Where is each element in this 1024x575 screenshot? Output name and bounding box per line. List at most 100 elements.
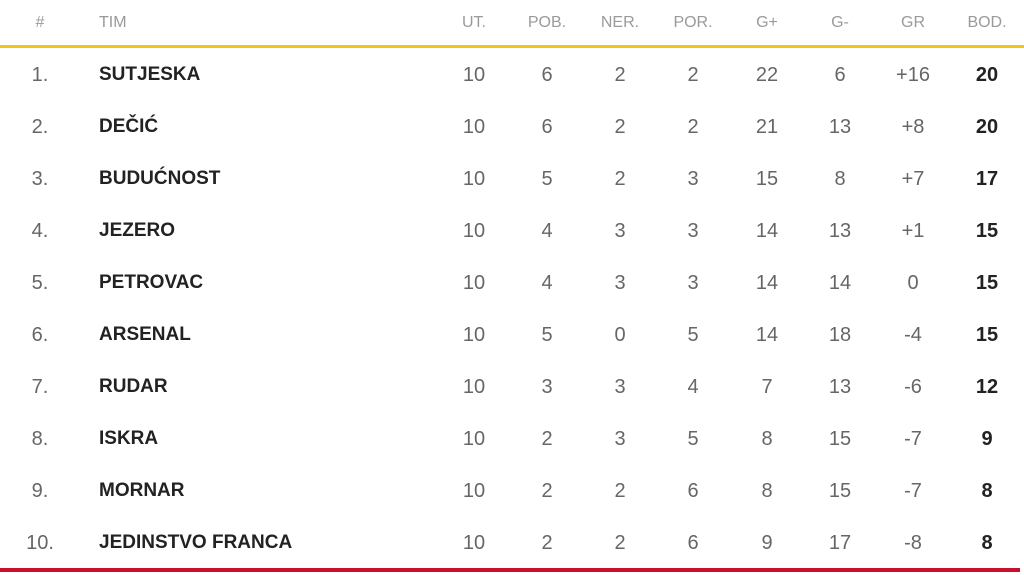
cell-points: 9 bbox=[981, 427, 993, 450]
table-row: 10. 10 2 2 6 9 17 -8 8 JEDINSTVO FRANCA bbox=[0, 517, 1024, 569]
cell-played: 10 bbox=[462, 479, 486, 502]
cell-goals-for: 14 bbox=[755, 271, 779, 294]
cell-points: 8 bbox=[981, 479, 993, 502]
cell-drawn: 2 bbox=[614, 479, 626, 502]
header-goal-diff: GR bbox=[901, 13, 925, 31]
cell-drawn: 3 bbox=[614, 375, 626, 398]
header-pos: # bbox=[35, 13, 45, 31]
table-row: 9. 10 2 2 6 8 15 -7 8 MORNAR bbox=[0, 465, 1024, 517]
cell-points: 20 bbox=[975, 63, 999, 86]
cell-goals-for: 7 bbox=[761, 375, 773, 398]
cell-lost: 6 bbox=[687, 531, 699, 554]
cell-lost: 2 bbox=[687, 63, 699, 86]
cell-won: 2 bbox=[541, 479, 553, 502]
cell-won: 5 bbox=[541, 167, 553, 190]
cell-points: 20 bbox=[975, 115, 999, 138]
cell-team[interactable]: BUDUĆNOST bbox=[99, 168, 221, 189]
cell-position: 4. bbox=[31, 219, 49, 242]
cell-goals-for: 8 bbox=[761, 479, 773, 502]
cell-goals-against: 15 bbox=[828, 479, 852, 502]
cell-drawn: 2 bbox=[614, 531, 626, 554]
cell-team[interactable]: JEZERO bbox=[99, 220, 176, 241]
cell-team[interactable]: DEČIĆ bbox=[99, 116, 159, 137]
header-drawn: NER. bbox=[600, 13, 640, 31]
table-row: 7. 10 3 3 4 7 13 -6 12 RUDAR bbox=[0, 361, 1024, 413]
table-row: 4. 10 4 3 3 14 13 +1 15 JEZERO bbox=[0, 205, 1024, 257]
cell-drawn: 3 bbox=[614, 219, 626, 242]
cell-goal-diff: +8 bbox=[901, 115, 925, 138]
cell-won: 6 bbox=[541, 63, 553, 86]
cell-team[interactable]: ISKRA bbox=[99, 428, 159, 449]
cell-goal-diff: -7 bbox=[904, 479, 922, 502]
cell-points: 17 bbox=[975, 167, 999, 190]
cell-won: 6 bbox=[541, 115, 553, 138]
cell-points: 12 bbox=[975, 375, 999, 398]
cell-goal-diff: +16 bbox=[896, 63, 930, 86]
cell-lost: 5 bbox=[687, 427, 699, 450]
cell-goals-against: 13 bbox=[828, 375, 852, 398]
header-goals-for: G+ bbox=[756, 13, 778, 31]
cell-points: 15 bbox=[975, 323, 999, 346]
cell-goal-diff: -6 bbox=[904, 375, 922, 398]
cell-played: 10 bbox=[462, 531, 486, 554]
cell-played: 10 bbox=[462, 115, 486, 138]
cell-goals-for: 14 bbox=[755, 323, 779, 346]
cell-points: 8 bbox=[981, 531, 993, 554]
cell-position: 2. bbox=[31, 115, 49, 138]
cell-team[interactable]: SUTJESKA bbox=[99, 64, 201, 85]
table-header: # TIM UT. POB. NER. POR. G+ G- GR BOD. bbox=[0, 0, 1024, 48]
header-won: POB. bbox=[527, 13, 567, 31]
cell-won: 4 bbox=[541, 271, 553, 294]
cell-drawn: 0 bbox=[614, 323, 626, 346]
cell-goal-diff: +7 bbox=[901, 167, 925, 190]
cell-played: 10 bbox=[462, 167, 486, 190]
cell-lost: 3 bbox=[687, 219, 699, 242]
cell-position: 8. bbox=[31, 427, 49, 450]
cell-position: 6. bbox=[31, 323, 49, 346]
table-row: 5. 10 4 3 3 14 14 0 15 PETROVAC bbox=[0, 257, 1024, 309]
cell-team[interactable]: JEDINSTVO FRANCA bbox=[99, 532, 293, 553]
cell-goals-against: 6 bbox=[834, 63, 846, 86]
cell-won: 2 bbox=[541, 427, 553, 450]
cell-played: 10 bbox=[462, 323, 486, 346]
cell-position: 9. bbox=[31, 479, 49, 502]
header-played: UT. bbox=[462, 13, 486, 31]
cell-goals-against: 14 bbox=[828, 271, 852, 294]
cell-played: 10 bbox=[462, 271, 486, 294]
header-team: TIM bbox=[99, 13, 127, 31]
header-goals-against: G- bbox=[831, 13, 849, 31]
header-points: BOD. bbox=[967, 13, 1007, 31]
table-row: 8. 10 2 3 5 8 15 -7 9 ISKRA bbox=[0, 413, 1024, 465]
cell-lost: 5 bbox=[687, 323, 699, 346]
cell-drawn: 2 bbox=[614, 115, 626, 138]
cell-points: 15 bbox=[975, 219, 999, 242]
cell-position: 5. bbox=[31, 271, 49, 294]
cell-team[interactable]: PETROVAC bbox=[99, 272, 204, 293]
cell-drawn: 2 bbox=[614, 63, 626, 86]
cell-team[interactable]: RUDAR bbox=[99, 376, 168, 397]
cell-drawn: 2 bbox=[614, 167, 626, 190]
cell-goal-diff: +1 bbox=[901, 219, 925, 242]
cell-goals-against: 18 bbox=[828, 323, 852, 346]
cell-won: 4 bbox=[541, 219, 553, 242]
cell-lost: 3 bbox=[687, 167, 699, 190]
cell-played: 10 bbox=[462, 427, 486, 450]
cell-team[interactable]: MORNAR bbox=[99, 480, 185, 501]
cell-played: 10 bbox=[462, 375, 486, 398]
cell-goal-diff: -7 bbox=[904, 427, 922, 450]
cell-goals-against: 8 bbox=[834, 167, 846, 190]
cell-played: 10 bbox=[462, 63, 486, 86]
cell-goal-diff: -4 bbox=[904, 323, 922, 346]
header-lost: POR. bbox=[673, 13, 713, 31]
cell-position: 10. bbox=[26, 531, 54, 554]
cell-goals-for: 8 bbox=[761, 427, 773, 450]
cell-team[interactable]: ARSENAL bbox=[99, 324, 191, 345]
cell-goals-for: 9 bbox=[761, 531, 773, 554]
cell-drawn: 3 bbox=[614, 427, 626, 450]
cell-won: 3 bbox=[541, 375, 553, 398]
cell-goals-for: 15 bbox=[755, 167, 779, 190]
cell-won: 2 bbox=[541, 531, 553, 554]
table-bottom-border bbox=[0, 568, 1020, 572]
cell-lost: 4 bbox=[687, 375, 699, 398]
cell-goals-for: 22 bbox=[755, 63, 779, 86]
